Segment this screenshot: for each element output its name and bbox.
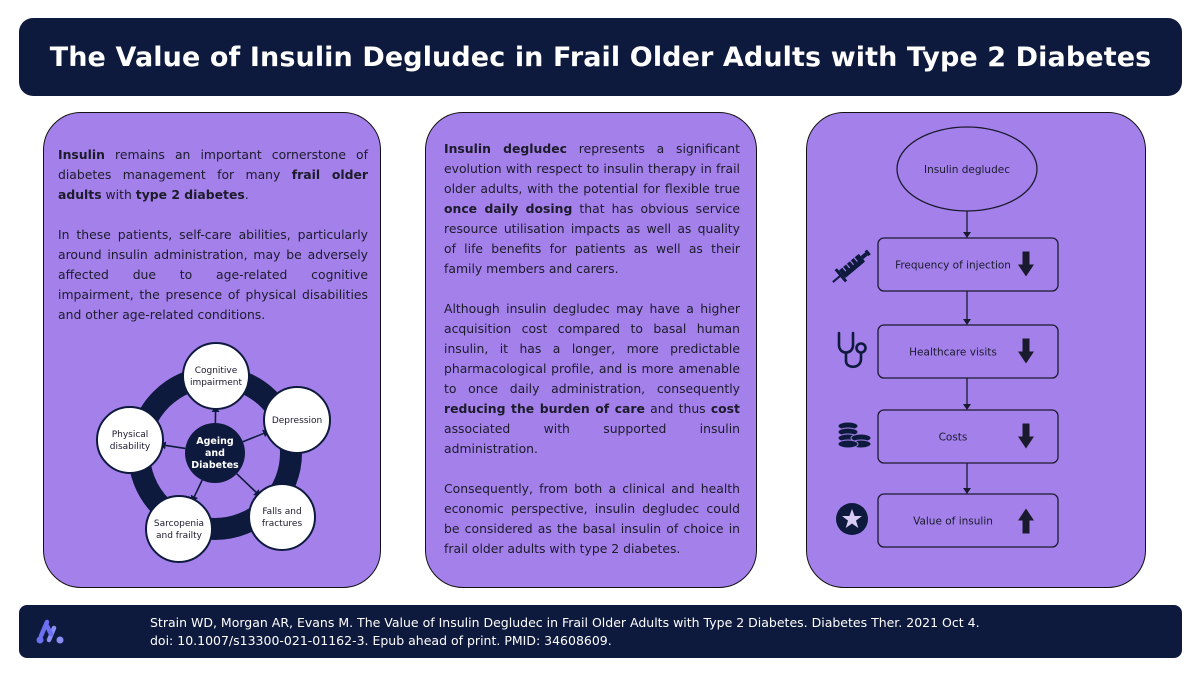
stethoscope-icon [837,331,867,369]
citation-text: Strain WD, Morgan AR, Evans M. The Value… [150,614,980,650]
arrow-down-icon [1018,338,1034,364]
coins-icon [837,421,872,449]
panel2-para1: Insulin degludec represents a significan… [444,141,740,276]
flow-arrowhead [963,488,971,494]
flow-box-label: Healthcare visits [909,347,997,359]
flow-box-4: Value of insulin [877,493,1059,548]
flow-box-label: Costs [939,432,968,444]
node-label: Depression [272,416,322,426]
flow-box-2: Healthcare visits [877,324,1059,379]
center-node: Ageing and Diabetes [185,423,245,483]
panel-degludec-value: Insulin degludec represents a significan… [425,112,757,588]
flow-box-label: Value of insulin [913,516,993,528]
panel1-text: Insulin remains an important cornerstone… [58,145,368,345]
panel2-para3: Consequently, from both a clinical and h… [444,481,740,556]
panel2-para2: Although insulin degludec may have a hig… [444,301,740,456]
panel1-para1: Insulin remains an important cornerstone… [58,147,368,202]
flow-arrowhead [963,232,971,238]
flow-arrowhead [963,319,971,325]
node-physical: Physical disability [96,406,164,474]
spoke-line [193,479,203,497]
arrow-up-icon [1018,508,1034,534]
node-label: Falls and fractures [262,507,303,529]
node-cognitive: Cognitive impairment [182,342,250,410]
panel-benefits-flow: Insulin degludec Frequency of injection H… [806,112,1146,588]
panel1-para2: In these patients, self-care abilities, … [58,227,368,322]
node-label: Sarcopenia and frailty [154,519,204,541]
spoke-line [242,432,264,443]
page-title: The Value of Insulin Degludec in Frail O… [49,41,1152,73]
top-ellipse-label: Insulin degludec [924,164,1010,176]
arrow-down-icon [1018,423,1034,449]
citation-footer: Strain WD, Morgan AR, Evans M. The Value… [19,605,1182,658]
node-sarcopenia: Sarcopenia and frailty [145,495,213,563]
title-banner: The Value of Insulin Degludec in Frail O… [19,18,1182,96]
publisher-logo-icon [36,619,64,644]
flow-box-3: Costs [877,409,1059,464]
spoke-line [236,473,257,493]
node-falls: Falls and fractures [248,483,316,551]
citation-line-2: doi: 10.1007/s13300-021-01162-3. Epub ah… [150,633,612,648]
ageing-diabetes-diagram: Cognitive impairment Depression Falls and fr… [96,342,331,563]
flow-box-1: Frequency of injection [877,237,1059,292]
panel2-text: Insulin degludec represents a significan… [444,139,740,579]
syringe-icon [832,249,871,283]
spoke-line [165,444,186,450]
flow-arrows [963,211,971,494]
benefits-flowchart: Insulin degludec Frequency of injection H… [832,126,1059,548]
flow-arrowhead [963,404,971,410]
panel-insulin-importance: Insulin remains an important cornerstone… [43,112,381,588]
arrow-down-icon [1018,251,1034,277]
node-depression: Depression [263,386,331,454]
citation-line-1: Strain WD, Morgan AR, Evans M. The Value… [150,615,980,630]
star-icon [836,503,868,535]
node-label: Cognitive impairment [190,366,243,388]
node-label: Physical disability [110,430,151,452]
flow-box-label: Frequency of injection [895,260,1011,272]
